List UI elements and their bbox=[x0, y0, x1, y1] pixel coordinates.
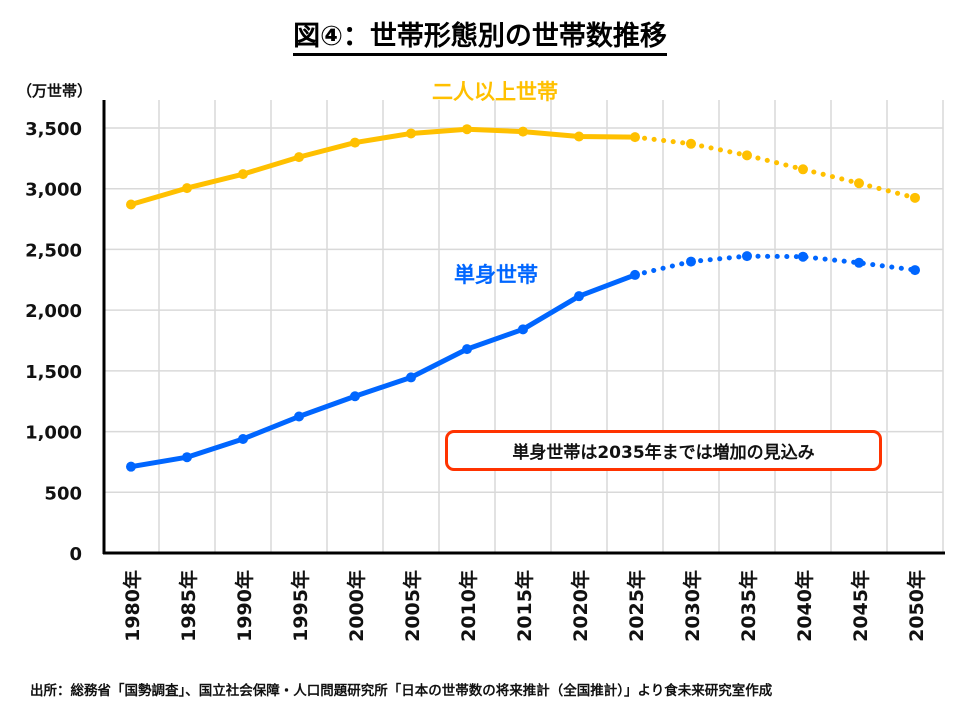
series-two-plus-households bbox=[126, 124, 920, 210]
x-tick-label: 1985年 bbox=[177, 570, 200, 642]
data-point bbox=[630, 269, 640, 280]
annotation-text: 単身世帯は2035年までは増加の見込み bbox=[512, 443, 815, 463]
chart-title-text: 図④：世帯形態別の世帯数推移 bbox=[293, 21, 667, 56]
x-tick-label: 2020年 bbox=[569, 570, 592, 642]
data-point bbox=[126, 199, 136, 210]
x-tick-label: 1980年 bbox=[121, 570, 144, 642]
x-tick-label: 2050年 bbox=[905, 570, 928, 642]
data-point bbox=[238, 169, 248, 180]
data-point bbox=[126, 461, 136, 472]
y-tick-label: 1,000 bbox=[25, 423, 82, 444]
x-tick-label: 1990年 bbox=[233, 570, 256, 642]
data-point bbox=[238, 433, 248, 444]
data-point bbox=[798, 164, 808, 175]
x-tick-label: 2015年 bbox=[513, 570, 536, 642]
data-point bbox=[182, 183, 192, 194]
y-tick-label: 2,000 bbox=[25, 301, 82, 322]
data-point bbox=[294, 152, 304, 163]
series-single-households bbox=[126, 251, 920, 472]
data-point bbox=[630, 132, 640, 143]
series-line-projection bbox=[632, 134, 918, 201]
data-point bbox=[910, 265, 920, 276]
y-tick-labels: 0 500 1,000 1,500 2,000 2,500 3,000 3,500 bbox=[25, 119, 82, 565]
series-label-two-plus: 二人以上世帯 bbox=[432, 80, 558, 104]
data-point bbox=[742, 150, 752, 161]
y-tick-label: 1,500 bbox=[25, 362, 82, 383]
data-point bbox=[518, 126, 528, 137]
axes bbox=[102, 100, 945, 555]
y-tick-label: 0 bbox=[69, 544, 82, 565]
series-label-single: 単身世帯 bbox=[454, 263, 538, 287]
series-lines bbox=[126, 124, 920, 472]
data-point bbox=[686, 256, 696, 267]
data-point bbox=[742, 251, 752, 262]
x-tick-label: 2040年 bbox=[793, 570, 816, 642]
data-point bbox=[854, 178, 864, 189]
x-tick-labels: 1980年 1985年 1990年 1995年 2000年 2005年 2010年 2015年… bbox=[121, 570, 928, 642]
y-tick-label: 3,500 bbox=[25, 119, 82, 140]
data-point bbox=[518, 324, 528, 335]
data-point bbox=[854, 257, 864, 268]
series-line-actual bbox=[128, 126, 638, 207]
x-tick-label: 2045年 bbox=[849, 570, 872, 642]
source-note: 出所：総務省「国勢調査」、国立社会保障・人口問題研究所「日本の世帯数の将来推計（… bbox=[30, 683, 773, 699]
data-point bbox=[910, 192, 920, 203]
series-line-projection bbox=[632, 253, 918, 278]
data-point bbox=[406, 128, 416, 139]
data-point bbox=[350, 137, 360, 148]
x-tick-label: 1995年 bbox=[289, 570, 312, 642]
x-tick-label: 2030年 bbox=[681, 570, 704, 642]
chart-title: 図④：世帯形態別の世帯数推移 bbox=[0, 14, 960, 56]
data-point bbox=[798, 251, 808, 262]
x-tick-label: 2025年 bbox=[625, 570, 648, 642]
data-point bbox=[686, 138, 696, 149]
data-point bbox=[462, 344, 472, 355]
x-tick-label: 2000年 bbox=[345, 570, 368, 642]
data-point bbox=[574, 131, 584, 142]
y-tick-label: 2,500 bbox=[25, 240, 82, 261]
data-point bbox=[462, 124, 472, 135]
y-tick-label: 3,000 bbox=[25, 180, 82, 201]
y-axis-unit-label: （万世帯） bbox=[17, 82, 93, 100]
x-tick-label: 2035年 bbox=[737, 570, 760, 642]
data-point bbox=[294, 411, 304, 422]
y-tick-label: 500 bbox=[44, 483, 82, 504]
data-point bbox=[350, 391, 360, 402]
data-point bbox=[406, 372, 416, 383]
x-tick-label: 2005年 bbox=[401, 570, 424, 642]
data-point bbox=[182, 452, 192, 463]
x-tick-label: 2010年 bbox=[457, 570, 480, 642]
series-line-actual bbox=[128, 272, 638, 470]
annotation-box: 単身世帯は2035年までは増加の見込み bbox=[445, 430, 882, 471]
data-point bbox=[574, 291, 584, 302]
